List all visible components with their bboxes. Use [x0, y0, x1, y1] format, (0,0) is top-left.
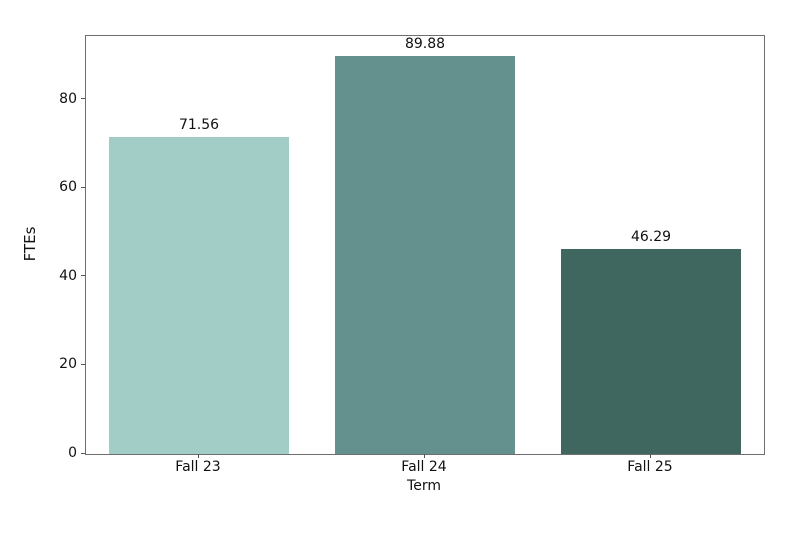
bar-group-fall-24: 89.88	[334, 36, 516, 454]
y-tick-label: 0	[68, 445, 77, 461]
x-axis-label: Term	[407, 478, 441, 494]
y-tick-mark	[81, 452, 85, 454]
y-tick-label: 80	[59, 90, 77, 107]
x-tick-label: Fall 24	[401, 459, 447, 475]
bar-group-fall-25: 46.29	[560, 229, 742, 454]
x-tick-label: Fall 23	[175, 459, 221, 475]
bar-group-fall-23: 71.56	[108, 117, 290, 454]
bar-value-label: 89.88	[404, 36, 446, 53]
y-axis-label: FTEs	[21, 226, 39, 262]
x-tick-mark	[423, 454, 425, 458]
plot-area: 71.56 89.88 46.29	[85, 35, 765, 455]
y-tick-label: 40	[59, 267, 77, 284]
y-tick-mark	[81, 98, 85, 100]
y-tick-label: 20	[59, 356, 77, 373]
bar	[560, 249, 742, 454]
x-tick-mark	[649, 454, 651, 458]
y-tick-mark	[81, 275, 85, 277]
bar-value-label: 46.29	[630, 229, 672, 246]
y-tick-mark	[81, 186, 85, 188]
bar-value-label: 71.56	[178, 117, 220, 134]
bar	[334, 56, 516, 454]
x-tick-label: Fall 25	[627, 459, 673, 475]
y-tick-label: 60	[59, 179, 77, 196]
y-tick-mark	[81, 363, 85, 365]
bar	[108, 137, 290, 454]
x-tick-mark	[197, 454, 199, 458]
